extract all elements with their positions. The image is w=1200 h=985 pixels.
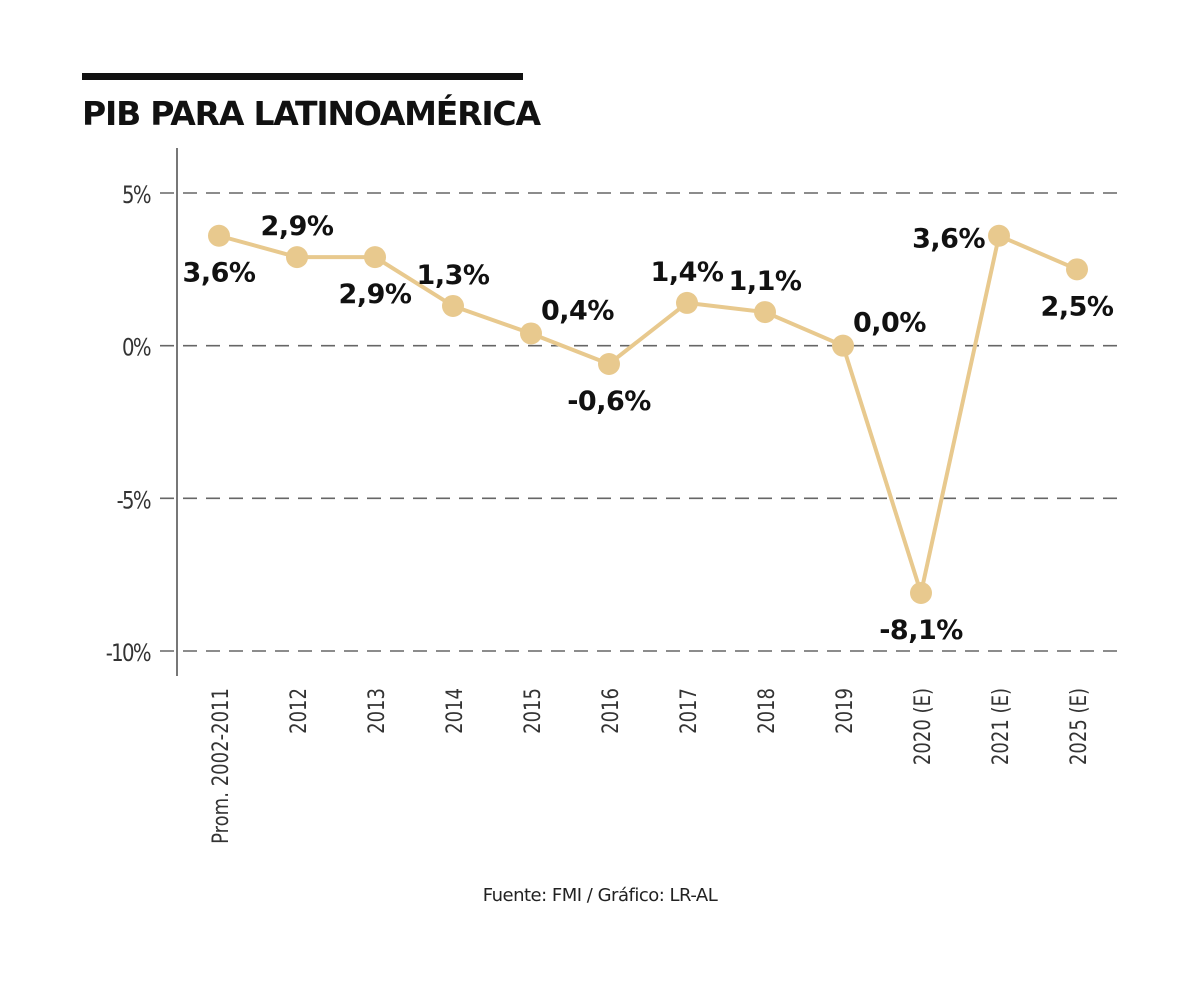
data-point [832, 334, 854, 357]
y-tick-label: 0% [122, 335, 151, 362]
x-tick-label: 2025 (E) [1065, 688, 1091, 765]
data-point [910, 581, 932, 604]
data-label: 3,6% [912, 224, 985, 255]
data-point [676, 291, 698, 314]
x-tick-label: 2019 [831, 688, 857, 734]
x-axis-ticks: Prom. 2002-2011 2012 2013 2014 2015 2016 2017 2… [207, 688, 1091, 844]
data-point [1066, 258, 1088, 281]
data-point [364, 246, 386, 269]
data-label: -0,6% [567, 386, 651, 417]
chart-title: PIB PARA LATINOAMÉRICA [82, 94, 541, 133]
title-rule [82, 73, 523, 80]
data-label: 3,6% [183, 258, 256, 289]
data-point [988, 224, 1010, 247]
data-point [520, 322, 542, 345]
y-tick-label: 5% [122, 182, 151, 209]
data-label: -8,1% [879, 615, 963, 646]
data-point [754, 301, 776, 324]
y-axis-ticks: 5% 0% -5% -10% [106, 182, 153, 667]
x-tick-label: 2020 (E) [909, 688, 935, 765]
data-label: 1,1% [729, 266, 802, 297]
data-label: 2,9% [261, 211, 334, 242]
data-point [286, 246, 308, 269]
data-point [442, 294, 464, 317]
x-tick-label: 2018 [753, 688, 779, 734]
x-tick-label: 2021 (E) [987, 688, 1013, 765]
y-tick-label: -5% [117, 488, 151, 515]
data-label: 0,4% [541, 295, 614, 326]
x-tick-label: Prom. 2002-2011 [207, 688, 233, 844]
data-label: 0,0% [853, 308, 926, 339]
data-point [598, 352, 620, 375]
x-tick-label: 2017 [675, 688, 701, 734]
data-label: 1,3% [417, 260, 490, 291]
y-tick-label: -10% [106, 640, 151, 667]
x-tick-label: 2015 [519, 688, 545, 734]
source-note: Fuente: FMI / Gráfico: LR-AL [482, 885, 718, 906]
x-tick-label: 2016 [597, 688, 623, 734]
data-label: 2,5% [1041, 291, 1114, 322]
data-label: 1,4% [651, 257, 724, 288]
x-tick-label: 2012 [285, 688, 311, 734]
x-tick-label: 2014 [441, 688, 467, 734]
data-labels: 3,6%2,9%2,9%1,3%0,4%-0,6%1,4% 1,1%0,0%-8,… [183, 211, 1115, 646]
data-point [208, 224, 230, 247]
series-line-pib [218, 233, 1078, 595]
x-tick-label: 2013 [363, 688, 389, 734]
series-line-group [218, 233, 1078, 595]
data-label: 2,9% [339, 279, 412, 310]
markers [208, 224, 1088, 604]
